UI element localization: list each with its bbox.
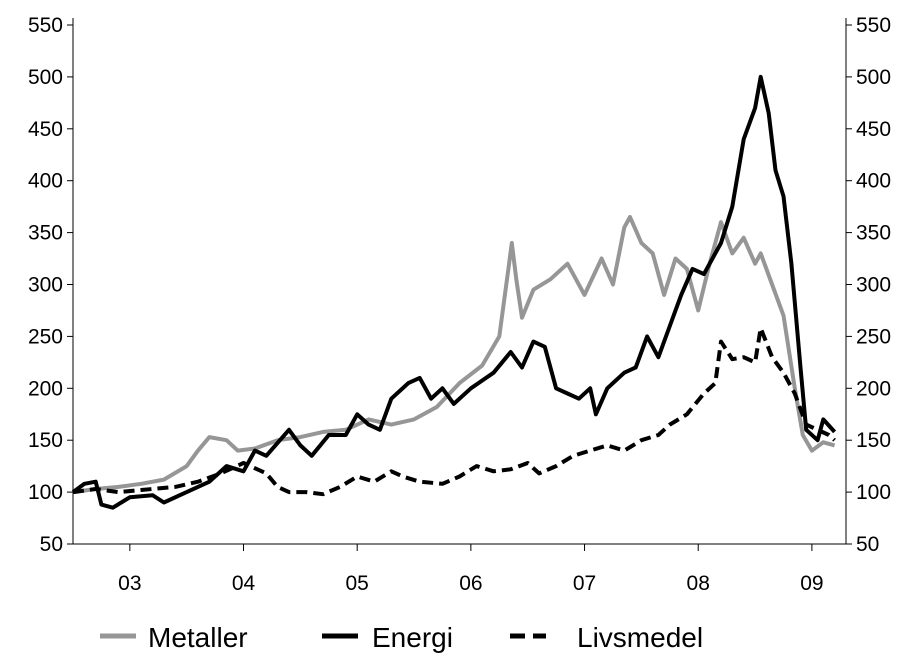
y-tick-label-left: 450 bbox=[28, 118, 63, 141]
legend: Metaller Energi Livsmedel bbox=[100, 622, 703, 653]
y-tick-label-right: 250 bbox=[856, 325, 891, 348]
y-tick-label-right: 50 bbox=[856, 533, 879, 556]
series-line-livsmedel bbox=[72, 326, 836, 497]
x-tick-label: 04 bbox=[232, 572, 256, 595]
y-tick-label-left: 350 bbox=[28, 222, 63, 245]
x-tick-label: 09 bbox=[800, 572, 823, 595]
y-tick-label-right: 350 bbox=[856, 222, 891, 245]
y-tick-label-left: 150 bbox=[28, 429, 63, 452]
legend-label-energi: Energi bbox=[372, 622, 453, 653]
legend-label-livsmedel: Livsmedel bbox=[577, 622, 703, 653]
y-tick-label-right: 400 bbox=[856, 170, 891, 193]
series-line-metaller bbox=[72, 215, 836, 495]
axes: 50 50 100 100 150 150 200 200 250 250 300 300 350 350… bbox=[28, 14, 891, 595]
y-tick-label-left: 100 bbox=[28, 481, 63, 504]
y-tick-label-left: 200 bbox=[28, 377, 63, 400]
x-tick-label: 06 bbox=[459, 572, 482, 595]
y-tick-label-left: 300 bbox=[28, 274, 63, 297]
y-tick-label-left: 550 bbox=[28, 14, 63, 37]
x-tick-label: 08 bbox=[687, 572, 710, 595]
y-tick-label-right: 500 bbox=[856, 66, 891, 89]
y-tick-label-right: 150 bbox=[856, 429, 891, 452]
series-line-energi bbox=[71, 74, 837, 510]
y-tick-label-right: 200 bbox=[856, 377, 891, 400]
y-tick-label-left: 50 bbox=[40, 533, 63, 556]
y-tick-label-right: 100 bbox=[856, 481, 891, 504]
x-tick-label: 07 bbox=[573, 572, 596, 595]
y-tick-label-right: 450 bbox=[856, 118, 891, 141]
y-tick-label-right: 550 bbox=[856, 14, 891, 37]
y-tick-label-left: 500 bbox=[28, 66, 63, 89]
x-tick-label: 03 bbox=[118, 572, 141, 595]
y-tick-label-left: 250 bbox=[28, 325, 63, 348]
legend-label-metaller: Metaller bbox=[148, 622, 248, 653]
x-tick-label: 05 bbox=[346, 572, 369, 595]
y-tick-label-right: 300 bbox=[856, 274, 891, 297]
series-lines bbox=[71, 74, 837, 510]
y-tick-label-left: 400 bbox=[28, 170, 63, 193]
